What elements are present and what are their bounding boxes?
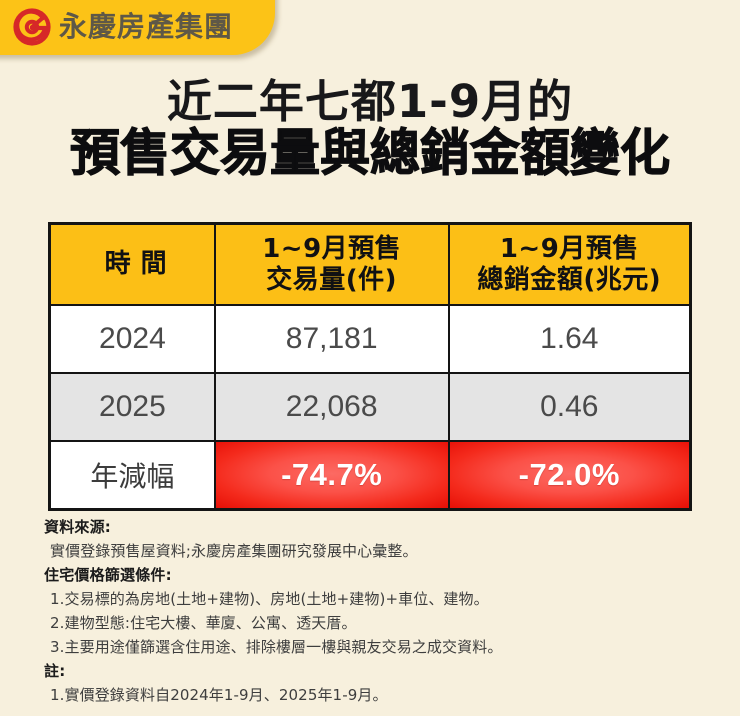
title-line-1: 近二年七都1-9月的 <box>166 75 574 128</box>
column-header-amount-line2: 總銷金額(兆元) <box>477 264 662 295</box>
source-text: 實價登錄預售屋資料;永慶房產集團研究發展中心彙整。 <box>50 542 418 561</box>
column-header-amount: 1~9月預售 總銷金額(兆元) <box>447 222 692 306</box>
cell-yoy-volume: -74.7% <box>213 440 450 511</box>
column-header-time: 時 間 <box>48 222 216 306</box>
table-row: 2025 22,068 0.46 <box>48 372 692 442</box>
presale-summary-table: 時 間 1~9月預售 交易量(件) 1~9月預售 總銷金額(兆元) 2024 8… <box>48 222 692 511</box>
spiral-circle-logo-icon <box>12 7 52 47</box>
column-header-amount-line1: 1~9月預售 <box>499 234 639 265</box>
cell-year: 2024 <box>48 304 216 374</box>
filter-item: 3.主要用途僅篩選含住用途、排除樓層一樓與親友交易之成交資料。 <box>50 638 503 657</box>
note-heading: 註: <box>44 661 66 680</box>
table-row: 2024 87,181 1.64 <box>48 304 692 374</box>
cell-year: 2025 <box>48 372 216 442</box>
brand-name: 永慶房產集團 <box>59 10 234 43</box>
source-heading: 資料來源: <box>44 518 111 536</box>
column-header-volume-line1: 1~9月預售 <box>262 234 402 265</box>
title-line-2: 預售交易量與總銷金額變化 <box>69 124 670 183</box>
filter-heading: 住宅價格篩選條件: <box>44 565 172 584</box>
filter-item: 1.交易標的為房地(土地+建物)、房地(土地+建物)+車位、建物。 <box>50 589 489 608</box>
cell-volume: 87,181 <box>213 304 450 374</box>
cell-yoy-label: 年減幅 <box>48 440 216 511</box>
table-row-yoy-change: 年減幅 -74.7% -72.0% <box>48 440 692 511</box>
column-header-volume: 1~9月預售 交易量(件) <box>213 222 450 306</box>
note-item: 1.實價登錄資料自2024年1-9月、2025年1-9月。 <box>50 685 388 704</box>
table-header-row: 時 間 1~9月預售 交易量(件) 1~9月預售 總銷金額(兆元) <box>48 222 692 306</box>
cell-volume: 22,068 <box>213 372 450 442</box>
column-header-volume-line2: 交易量(件) <box>266 264 398 295</box>
cell-amount: 0.46 <box>447 372 692 442</box>
filter-item: 2.建物型態:住宅大樓、華廈、公寓、透天厝。 <box>50 614 357 633</box>
brand-banner: 永慶房產集團 <box>0 0 275 55</box>
data-table-container: 時 間 1~9月預售 交易量(件) 1~9月預售 總銷金額(兆元) 2024 8… <box>48 222 692 511</box>
cell-yoy-amount: -72.0% <box>447 440 692 511</box>
page-title: 近二年七都1-9月的 預售交易量與總銷金額變化 <box>0 75 740 183</box>
cell-amount: 1.64 <box>447 304 692 374</box>
footnotes: 資料來源: 實價登錄預售屋資料;永慶房產集團研究發展中心彙整。 住宅價格篩選條件… <box>44 516 704 707</box>
